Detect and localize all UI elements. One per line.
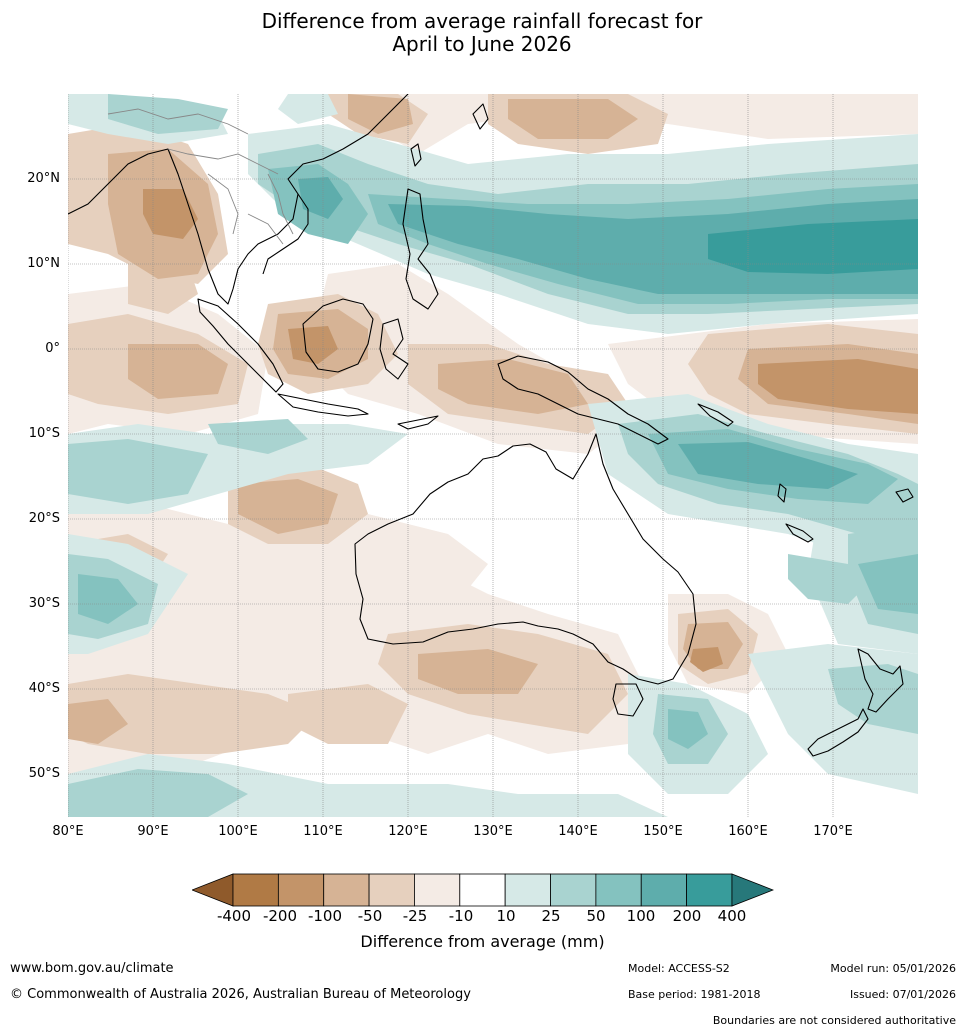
colorbar-label: 400 xyxy=(717,907,747,925)
chart-title: Difference from average rainfall forecas… xyxy=(0,10,965,56)
wetter-strongest-shading xyxy=(708,219,918,274)
new-guinea-coastline xyxy=(497,355,669,445)
borneo-coastline xyxy=(302,298,374,373)
asia-coastline xyxy=(68,94,409,305)
colorbar-segment xyxy=(640,873,687,907)
colorbar-segment xyxy=(277,873,325,907)
taiwan-coastline xyxy=(410,143,422,167)
colorbar-title: Difference from average (mm) xyxy=(360,932,605,951)
colorbar-extend-low xyxy=(192,873,234,907)
rainfall-anomaly-map xyxy=(68,94,918,817)
lon-label-150e: 150°E xyxy=(643,824,683,839)
colorbar-segment xyxy=(504,873,551,907)
colorbar-segment xyxy=(686,873,733,907)
timor-coastline xyxy=(397,415,439,430)
coastlines xyxy=(68,94,914,757)
lon-label-80e: 80°E xyxy=(52,824,84,839)
new-zealand-south-coastline xyxy=(807,708,869,757)
boundaries-disclaimer: Boundaries are not considered authoritat… xyxy=(712,1014,956,1027)
solomon-islands-coastline xyxy=(697,403,734,427)
new-caledonia-coastline xyxy=(785,523,814,543)
lon-label-90e: 90°E xyxy=(137,824,169,839)
japan-coastline xyxy=(472,103,489,130)
colorbar-label: 100 xyxy=(626,907,656,925)
new-zealand-north-coastline xyxy=(857,648,904,713)
colorbar-label: 10 xyxy=(496,907,516,925)
colorbar-segment xyxy=(323,873,370,907)
colorbar-segment xyxy=(368,873,415,907)
colorbar-label: -50 xyxy=(357,907,383,925)
title-line-1: Difference from average rainfall forecas… xyxy=(261,9,703,33)
colorbar-label: 50 xyxy=(586,907,606,925)
model-run-date: Model run: 05/01/2026 xyxy=(830,962,956,975)
vanuatu-coastline xyxy=(777,483,787,503)
colorbar-segment xyxy=(550,873,597,907)
sulawesi-coastline xyxy=(379,318,409,380)
lon-label-130e: 130°E xyxy=(473,824,513,839)
philippines-coastline xyxy=(402,188,439,310)
colorbar-label: 200 xyxy=(672,907,702,925)
colorbar-label: -100 xyxy=(307,907,343,925)
java-coastline xyxy=(277,393,369,417)
colorbar-label: 25 xyxy=(541,907,561,925)
lat-label-50s: 50°S xyxy=(28,766,60,781)
colorbar-segment xyxy=(595,873,642,907)
lon-label-160e: 160°E xyxy=(728,824,768,839)
base-period: Base period: 1981-2018 xyxy=(628,988,761,1001)
country-boundaries xyxy=(107,108,294,245)
copyright-text: © Commonwealth of Australia 2026, Austra… xyxy=(10,987,471,1002)
sumatra-coastline xyxy=(197,298,284,393)
tasmania-coastline xyxy=(612,683,644,717)
indochina-coastline xyxy=(262,193,309,275)
lat-label-30s: 30°S xyxy=(28,596,60,611)
lat-label-10s: 10°S xyxy=(28,426,60,441)
colorbar-label: -10 xyxy=(448,907,474,925)
lat-label-20n: 20°N xyxy=(27,171,60,186)
lat-label-40s: 40°S xyxy=(28,681,60,696)
lon-label-120e: 120°E xyxy=(388,824,428,839)
colorbar-label: -25 xyxy=(402,907,428,925)
colorbar-label: -200 xyxy=(262,907,298,925)
title-line-2: April to June 2026 xyxy=(392,32,572,56)
drier-strongest-shading xyxy=(143,189,918,672)
issued-date: Issued: 07/01/2026 xyxy=(849,988,956,1001)
colorbar-extend-high xyxy=(731,873,774,907)
colorbar xyxy=(192,873,774,907)
fiji-coastline xyxy=(895,488,914,503)
lon-label-110e: 110°E xyxy=(303,824,343,839)
colorbar-segment xyxy=(459,873,506,907)
lon-label-140e: 140°E xyxy=(558,824,598,839)
lon-label-100e: 100°E xyxy=(218,824,258,839)
lat-label-10n: 10°N xyxy=(27,256,60,271)
model-name: Model: ACCESS-S2 xyxy=(628,962,730,975)
lon-label-170e: 170°E xyxy=(813,824,853,839)
website-link[interactable]: www.bom.gov.au/climate xyxy=(10,961,174,976)
colorbar-segment xyxy=(414,873,461,907)
colorbar-segment xyxy=(232,873,279,907)
australia-coastline xyxy=(354,433,697,685)
lat-label-20s: 20°S xyxy=(28,511,60,526)
lat-label-0: 0° xyxy=(45,341,60,356)
colorbar-label: -400 xyxy=(216,907,252,925)
